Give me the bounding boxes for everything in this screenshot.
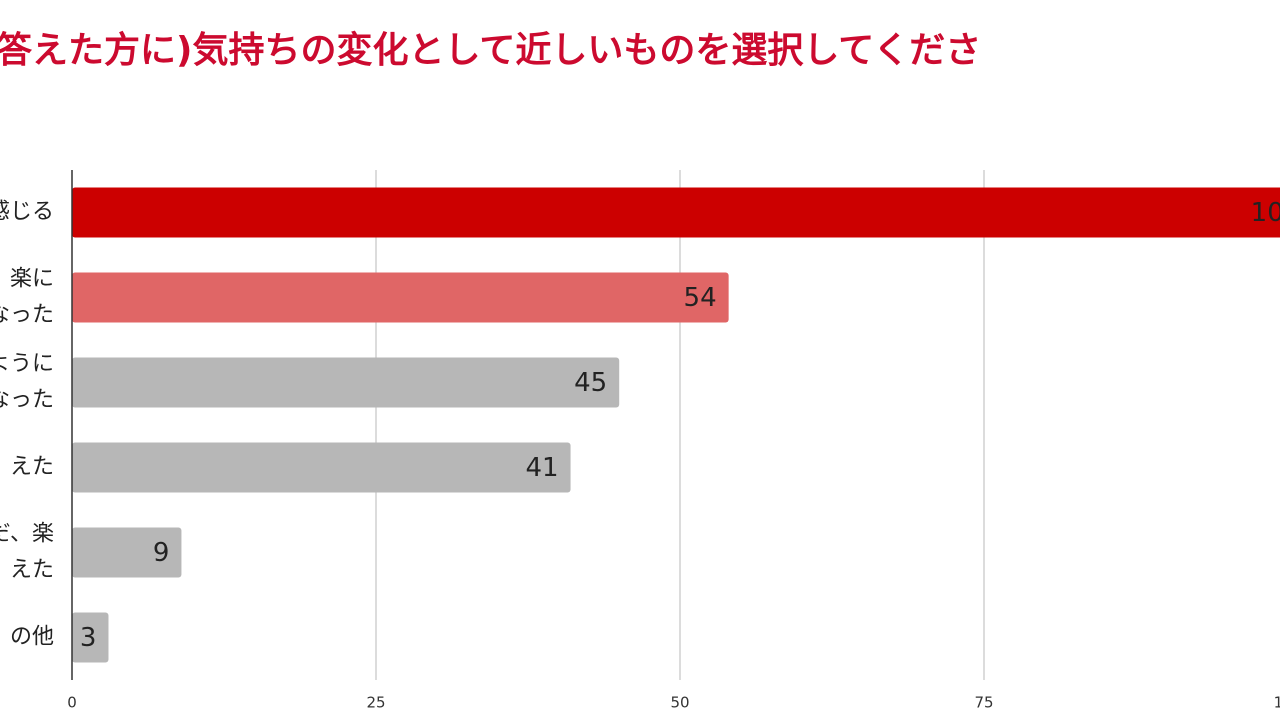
bar xyxy=(72,527,182,578)
bar xyxy=(72,442,571,493)
x-tick-label: 100 xyxy=(1274,694,1280,712)
y-tick-label: 楽に xyxy=(10,267,54,292)
y-tick-label: 感じる xyxy=(0,200,54,225)
bar xyxy=(72,612,109,663)
chart-title: 答えた方に)気持ちの変化として近しいものを選択してくださ xyxy=(0,29,981,71)
y-tick-label: えた xyxy=(10,558,54,583)
value-label: 41 xyxy=(525,453,558,483)
x-tick-label: 75 xyxy=(974,694,993,712)
value-label: 54 xyxy=(684,283,717,313)
x-tick-label: 25 xyxy=(366,694,385,712)
x-tick-label: 0 xyxy=(67,694,77,712)
bar xyxy=(72,357,620,408)
y-tick-label: だ、楽 xyxy=(0,522,54,547)
bar xyxy=(72,272,729,323)
bar xyxy=(72,187,1280,238)
value-label: 102 xyxy=(1251,198,1280,228)
y-tick-label: の他 xyxy=(10,625,54,650)
y-tick-label: なった xyxy=(0,303,54,328)
y-tick-label: えた xyxy=(10,455,54,480)
y-tick-label: なった xyxy=(0,388,54,413)
value-label: 3 xyxy=(80,623,97,653)
value-label: 9 xyxy=(153,538,170,568)
x-tick-label: 50 xyxy=(670,694,689,712)
y-tick-label: ように xyxy=(0,352,54,377)
value-label: 45 xyxy=(574,368,607,398)
